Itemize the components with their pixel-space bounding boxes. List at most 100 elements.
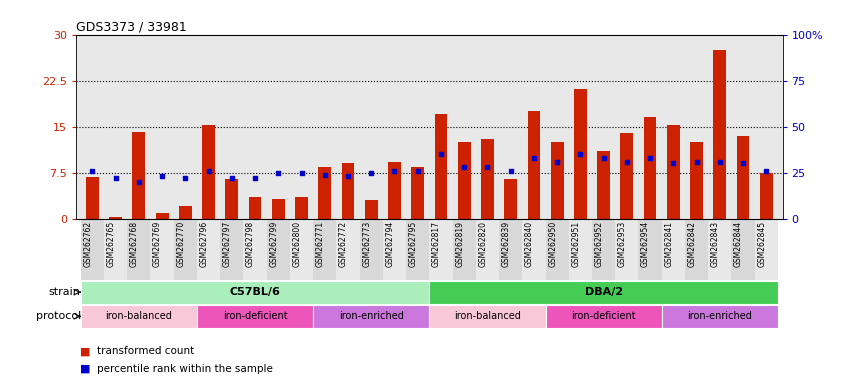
Bar (760, 173, 772, 219)
Bar (620, 133, 634, 219)
Bar (435, 114, 448, 219)
Point (689, 159, 703, 165)
Text: protocol: protocol (36, 311, 80, 321)
Bar (411, 167, 424, 219)
Text: GSM262954: GSM262954 (641, 220, 650, 267)
Text: DBA/2: DBA/2 (585, 287, 623, 297)
Text: GSM262953: GSM262953 (618, 220, 627, 267)
Text: ■: ■ (80, 364, 91, 374)
Text: GSM262798: GSM262798 (246, 220, 255, 266)
Bar (615, 219, 639, 280)
Point (294, 170, 308, 176)
Text: GSM262950: GSM262950 (548, 220, 558, 267)
Bar (225, 179, 239, 219)
Bar (574, 89, 587, 219)
Text: GDS3373 / 33981: GDS3373 / 33981 (76, 20, 187, 33)
Bar (475, 219, 499, 280)
Point (132, 179, 146, 185)
Bar (662, 219, 685, 280)
Text: GSM262797: GSM262797 (222, 220, 232, 267)
Point (318, 171, 332, 177)
Text: GSM262843: GSM262843 (711, 220, 720, 266)
Text: iron-balanced: iron-balanced (454, 311, 521, 321)
Point (736, 161, 750, 167)
Text: GSM262800: GSM262800 (293, 220, 301, 266)
Text: GSM262817: GSM262817 (432, 220, 441, 266)
Bar (458, 142, 470, 219)
Text: GSM262770: GSM262770 (176, 220, 185, 267)
Text: GSM262773: GSM262773 (362, 220, 371, 267)
Text: GSM262768: GSM262768 (130, 220, 139, 266)
Bar (266, 219, 290, 280)
Point (365, 170, 378, 176)
Bar (481, 139, 494, 219)
Bar (313, 219, 337, 280)
Bar (80, 281, 429, 304)
Bar (360, 219, 383, 280)
Text: strain: strain (49, 287, 80, 297)
Point (341, 173, 354, 179)
Text: iron-balanced: iron-balanced (106, 311, 173, 321)
Text: transformed count: transformed count (97, 346, 195, 356)
Bar (133, 132, 146, 219)
Point (85, 168, 99, 174)
Bar (713, 50, 726, 219)
Text: GSM262762: GSM262762 (84, 220, 92, 266)
Bar (80, 305, 197, 328)
Bar (156, 213, 168, 219)
Bar (313, 305, 429, 328)
Point (643, 155, 656, 161)
Text: GSM262951: GSM262951 (571, 220, 580, 266)
Bar (220, 219, 244, 280)
Bar (708, 219, 732, 280)
Text: GSM262952: GSM262952 (595, 220, 604, 266)
Bar (127, 219, 151, 280)
Bar (272, 199, 285, 219)
Text: GSM262844: GSM262844 (734, 220, 743, 266)
Point (458, 164, 471, 170)
Bar (546, 219, 569, 280)
Point (434, 151, 448, 157)
Bar (429, 219, 453, 280)
Point (527, 155, 541, 161)
Bar (592, 219, 615, 280)
Point (713, 159, 727, 165)
Text: GSM262842: GSM262842 (688, 220, 696, 266)
Text: iron-enriched: iron-enriched (687, 311, 752, 321)
Point (597, 155, 611, 161)
Bar (80, 219, 104, 280)
Text: iron-deficient: iron-deficient (222, 311, 288, 321)
Text: ■: ■ (80, 346, 91, 356)
Bar (429, 305, 546, 328)
Text: iron-deficient: iron-deficient (571, 311, 636, 321)
Text: percentile rank within the sample: percentile rank within the sample (97, 364, 273, 374)
Text: GSM262841: GSM262841 (664, 220, 673, 266)
Bar (202, 126, 215, 219)
Bar (197, 305, 313, 328)
Text: iron-enriched: iron-enriched (338, 311, 404, 321)
Bar (173, 219, 197, 280)
Bar (365, 200, 377, 219)
Bar (86, 177, 99, 219)
Bar (667, 126, 679, 219)
Text: GSM262819: GSM262819 (455, 220, 464, 266)
Text: GSM262772: GSM262772 (339, 220, 348, 266)
Bar (499, 219, 522, 280)
Bar (569, 219, 592, 280)
Bar (388, 162, 401, 219)
Bar (690, 142, 703, 219)
Point (156, 173, 169, 179)
Point (667, 161, 680, 167)
Bar (337, 219, 360, 280)
Bar (685, 219, 708, 280)
Bar (342, 164, 354, 219)
Text: GSM262771: GSM262771 (316, 220, 325, 266)
Bar (453, 219, 475, 280)
Bar (737, 136, 750, 219)
Point (620, 159, 634, 165)
Bar (644, 118, 656, 219)
Point (481, 164, 494, 170)
Point (574, 151, 587, 157)
Bar (662, 305, 778, 328)
Text: GSM262845: GSM262845 (757, 220, 766, 266)
